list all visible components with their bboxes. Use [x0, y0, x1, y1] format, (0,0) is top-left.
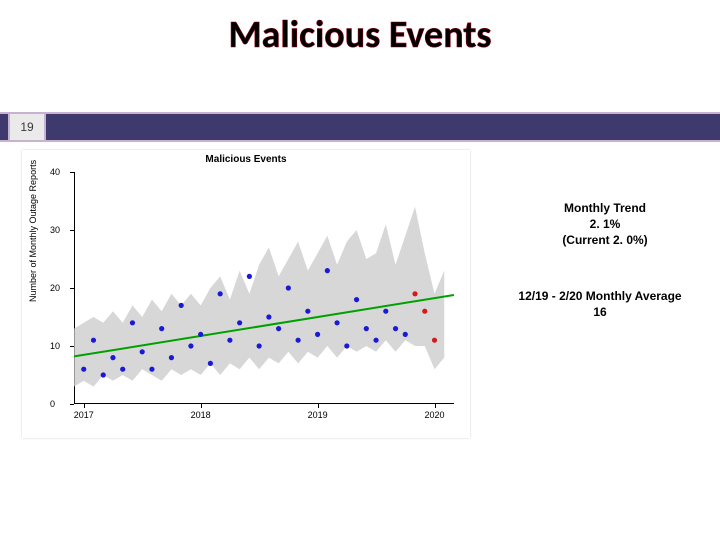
data-point — [159, 326, 164, 331]
x-tick — [84, 404, 85, 408]
page-number: 19 — [20, 120, 33, 134]
data-point — [344, 343, 349, 348]
data-point — [91, 338, 96, 343]
x-tick — [318, 404, 319, 408]
slide-root: Malicious Events 19 Malicious Events Num… — [0, 0, 720, 540]
data-point — [325, 268, 330, 273]
data-point — [296, 338, 301, 343]
info2-line2: 16 — [593, 305, 606, 319]
data-point — [432, 338, 437, 343]
data-point — [276, 326, 281, 331]
data-point — [257, 343, 262, 348]
data-point — [393, 326, 398, 331]
x-tick — [435, 404, 436, 408]
info2-line1: 12/19 - 2/20 Monthly Average — [518, 289, 681, 303]
data-point — [218, 291, 223, 296]
data-point — [266, 314, 271, 319]
data-point — [237, 320, 242, 325]
x-tick-label: 2017 — [74, 410, 94, 420]
data-point — [315, 332, 320, 337]
y-tick — [70, 230, 74, 231]
data-point — [383, 309, 388, 314]
chart-y-axis-label: Number of Monthly Outage Reports — [28, 160, 38, 302]
data-point — [198, 332, 203, 337]
data-point — [412, 291, 417, 296]
data-point — [188, 343, 193, 348]
data-point — [120, 367, 125, 372]
x-tick-label: 2020 — [424, 410, 444, 420]
data-point — [130, 320, 135, 325]
y-tick-label: 20 — [50, 283, 60, 293]
data-point — [403, 332, 408, 337]
chart-svg — [74, 172, 454, 404]
y-tick-label: 0 — [50, 399, 55, 409]
y-tick-label: 30 — [50, 225, 60, 235]
data-point — [101, 372, 106, 377]
data-point — [422, 309, 427, 314]
data-point — [149, 367, 154, 372]
y-tick — [70, 404, 74, 405]
data-point — [227, 338, 232, 343]
data-point — [334, 320, 339, 325]
y-tick-label: 10 — [50, 341, 60, 351]
chart-title: Malicious Events — [22, 154, 470, 165]
y-tick-label: 40 — [50, 167, 60, 177]
header-stripe — [0, 112, 720, 142]
data-point — [169, 355, 174, 360]
data-point — [140, 349, 145, 354]
data-point — [373, 338, 378, 343]
y-tick — [70, 346, 74, 347]
data-point — [286, 285, 291, 290]
data-point — [364, 326, 369, 331]
x-tick — [201, 404, 202, 408]
info1-line3: (Current 2. 0%) — [562, 233, 647, 247]
data-point — [354, 297, 359, 302]
info1-line1: Monthly Trend — [564, 201, 646, 215]
y-tick — [70, 288, 74, 289]
data-point — [179, 303, 184, 308]
data-point — [81, 367, 86, 372]
info1-line2: 2. 1% — [590, 217, 621, 231]
chart-plot-area: Number of Monthly Outage Reports 0102030… — [74, 172, 454, 404]
slide-title: Malicious Events — [0, 12, 720, 58]
monthly-average-info: 12/19 - 2/20 Monthly Average 16 — [490, 288, 710, 320]
monthly-trend-info: Monthly Trend 2. 1% (Current 2. 0%) — [510, 200, 700, 249]
x-tick-label: 2019 — [308, 410, 328, 420]
data-point — [110, 355, 115, 360]
confidence-band — [74, 207, 444, 387]
y-tick — [70, 172, 74, 173]
x-tick-label: 2018 — [191, 410, 211, 420]
data-point — [208, 361, 213, 366]
page-number-badge: 19 — [8, 112, 46, 142]
data-point — [247, 274, 252, 279]
data-point — [305, 309, 310, 314]
malicious-events-chart: Malicious Events Number of Monthly Outag… — [22, 150, 470, 438]
